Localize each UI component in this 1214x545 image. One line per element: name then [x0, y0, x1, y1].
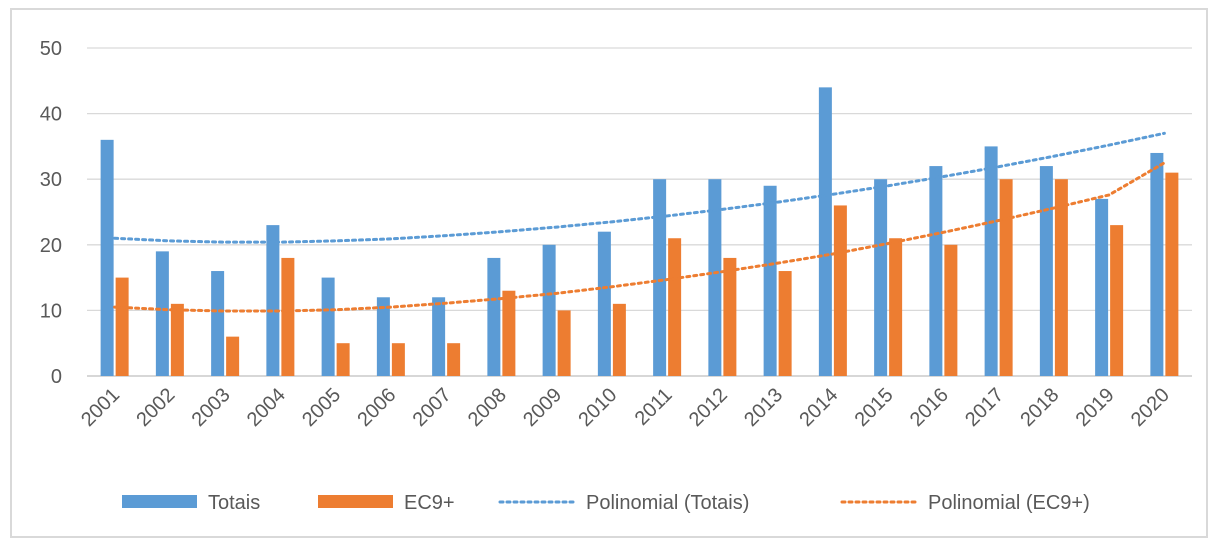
x-axis-ticks: 2001 2002 2003 2004 2005 2006 2007 2008 2009 2010…	[77, 384, 1174, 431]
bar-totais-2016	[929, 166, 943, 376]
y-tick-label: 30	[40, 169, 62, 191]
x-tick-label: 2005	[298, 384, 345, 431]
legend-item: EC9+	[318, 492, 455, 514]
bar-totais-2014	[818, 87, 832, 377]
y-tick-label: 10	[40, 300, 62, 322]
x-tick-label: 2009	[519, 384, 566, 431]
bar-totais-2019	[1095, 198, 1109, 376]
x-tick-label: 2010	[574, 384, 621, 431]
y-tick-label: 50	[40, 38, 62, 60]
y-axis-ticks: 0 10 20 30 40 50	[40, 38, 62, 388]
bar-ec9--2003	[226, 336, 240, 376]
bar-ec9--2006	[391, 343, 405, 376]
x-tick-label: 2012	[685, 384, 732, 431]
x-tick-label: 2011	[631, 384, 677, 430]
bar-ec9--2005	[336, 343, 350, 376]
x-tick-label: 2017	[961, 384, 1008, 431]
trendlines	[113, 131, 1166, 313]
x-tick-label: 2019	[1072, 384, 1119, 431]
x-tick-label: 2004	[243, 384, 290, 431]
bar-ec9--2004	[281, 257, 295, 376]
gridlines	[87, 47, 1192, 377]
bar-totais-2005	[321, 277, 335, 376]
bar-totais-2006	[376, 297, 390, 376]
bar-totais-2012	[708, 179, 722, 376]
x-tick-label: 2008	[464, 384, 511, 431]
bar-totais-2017	[984, 146, 998, 376]
legend: Totais EC9+ Polinomial (Totais) Polinomial …	[122, 492, 1090, 514]
bar-ec9--2014	[833, 205, 847, 376]
x-tick-label: 2016	[906, 384, 953, 431]
legend-label: Polinomial (Totais)	[586, 492, 749, 514]
bar-totais-2015	[874, 179, 888, 376]
x-tick-label: 2007	[409, 384, 456, 431]
bar-ec9--2019	[1110, 225, 1124, 376]
bar-totais-2008	[487, 257, 501, 376]
legend-item: Polinomial (Totais)	[498, 492, 749, 514]
bar-chart: 0 10 20 30 40 50 2001 2002 2003 2004 2005 2006 2007…	[40, 38, 1192, 514]
bar-totais-2020	[1150, 152, 1164, 376]
x-tick-label: 2018	[1016, 384, 1063, 431]
legend-swatch	[318, 495, 393, 508]
bar-totais-2001	[100, 139, 114, 376]
x-tick-label: 2015	[851, 384, 898, 431]
bar-totais-2013	[763, 185, 777, 376]
bar-totais-2007	[432, 297, 446, 376]
x-tick-label: 2013	[740, 384, 787, 431]
bar-ec9--2001	[115, 277, 129, 376]
bar-totais-2011	[653, 179, 667, 376]
legend-item: Polinomial (EC9+)	[840, 492, 1090, 514]
x-tick-label: 2001	[77, 384, 124, 431]
chart-container: 0 10 20 30 40 50 2001 2002 2003 2004 2005 2006 2007…	[10, 8, 1208, 538]
bar-ec9--2013	[778, 271, 792, 376]
bar-ec9--2010	[612, 303, 626, 376]
x-tick-label: 2020	[1127, 384, 1174, 431]
y-tick-label: 0	[51, 366, 62, 388]
bar-totais-2009	[542, 244, 556, 376]
bar-ec9--2007	[447, 343, 461, 376]
legend-label: EC9+	[404, 492, 455, 514]
bar-ec9--2008	[502, 290, 516, 376]
bar-ec9--2018	[1054, 179, 1068, 376]
trendline-polinomial-totais	[113, 131, 1166, 244]
bar-totais-2002	[155, 251, 169, 376]
bar-ec9--2002	[170, 303, 184, 376]
legend-label: Polinomial (EC9+)	[928, 492, 1090, 514]
x-tick-label: 2002	[132, 384, 179, 431]
bar-totais-2018	[1039, 166, 1053, 376]
x-tick-label: 2006	[353, 384, 400, 431]
legend-label: Totais	[208, 492, 260, 514]
x-tick-label: 2014	[795, 384, 842, 431]
bar-ec9--2020	[1165, 172, 1179, 376]
bar-totais-2010	[597, 231, 611, 376]
x-tick-label: 2003	[188, 384, 235, 431]
y-tick-label: 20	[40, 235, 62, 257]
trendline-polinomial-ec9	[113, 161, 1166, 313]
bars	[100, 87, 1179, 377]
bar-totais-2003	[211, 271, 225, 376]
bar-ec9--2015	[889, 238, 903, 376]
legend-swatch	[122, 495, 197, 508]
bar-ec9--2012	[723, 257, 737, 376]
bar-totais-2004	[266, 225, 280, 376]
bar-ec9--2016	[944, 244, 958, 376]
bar-ec9--2009	[557, 310, 571, 376]
bar-ec9--2017	[999, 179, 1013, 376]
y-tick-label: 40	[40, 104, 62, 126]
legend-item: Totais	[122, 492, 260, 514]
bar-ec9--2011	[668, 238, 682, 376]
